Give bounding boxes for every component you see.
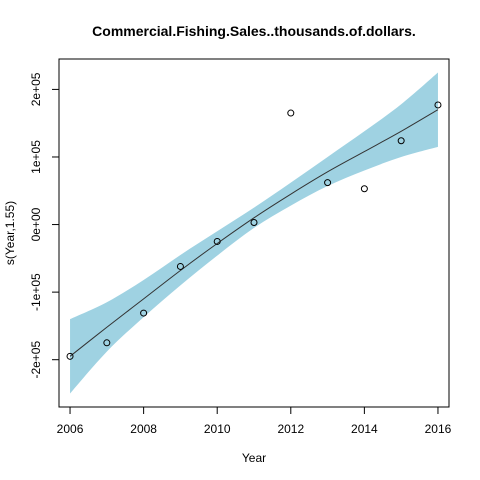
x-axis-label: Year — [242, 451, 266, 465]
plot-area — [66, 72, 442, 394]
y-tick-label: -2e+05 — [29, 341, 43, 379]
data-point — [213, 237, 221, 245]
chart-title: Commercial.Fishing.Sales..thousands.of.d… — [92, 23, 416, 39]
data-point — [140, 309, 148, 317]
data-point — [250, 219, 258, 227]
data-point — [176, 262, 184, 270]
data-point — [287, 109, 295, 117]
data-point — [324, 179, 332, 187]
y-tick-label: 2e+05 — [29, 72, 43, 106]
confidence-band — [70, 72, 438, 394]
y-axis: -2e+05 -1e+05 0e+00 1e+05 2e+05 — [29, 72, 60, 379]
x-tick-label: 2014 — [351, 422, 378, 436]
data-point — [434, 101, 442, 109]
x-axis: 2006 2008 2010 2012 2014 2016 — [57, 406, 452, 436]
y-axis-label: s(Year,1.55) — [3, 201, 17, 265]
plot-frame — [58, 58, 450, 408]
data-point — [360, 185, 368, 193]
x-tick-label: 2006 — [57, 422, 84, 436]
smooth-fit-line — [69, 109, 439, 357]
x-tick-label: 2016 — [425, 422, 452, 436]
x-tick-label: 2012 — [277, 422, 304, 436]
x-tick-label: 2008 — [130, 422, 157, 436]
y-tick-label: -1e+05 — [29, 273, 43, 311]
data-point — [103, 339, 111, 347]
data-point — [397, 137, 405, 145]
x-tick-label: 2010 — [204, 422, 231, 436]
y-tick-label: 0e+00 — [29, 207, 43, 241]
data-point — [66, 352, 74, 360]
y-tick-label: 1e+05 — [29, 140, 43, 174]
